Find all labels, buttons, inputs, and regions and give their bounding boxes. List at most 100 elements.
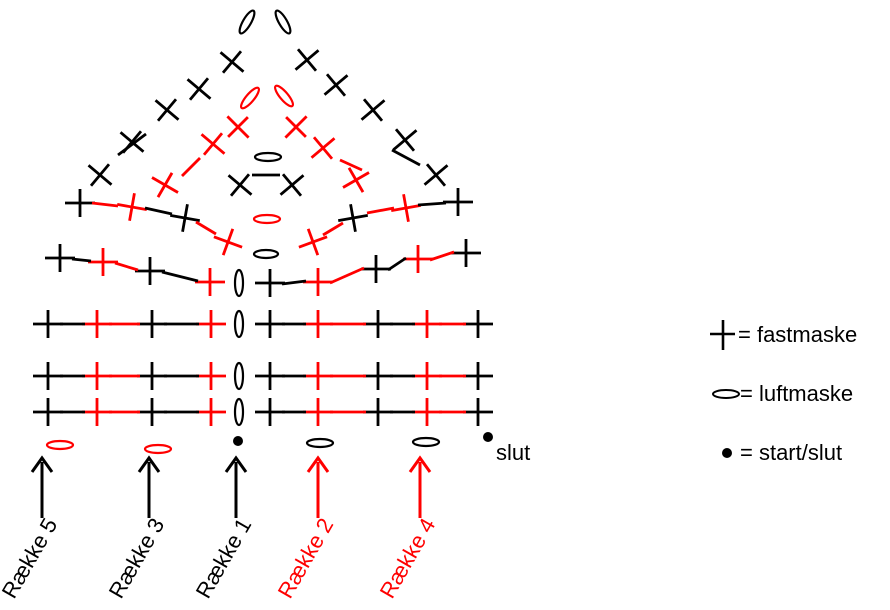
stitch-grid: [33, 9, 493, 427]
row-label: Række 1: [191, 514, 257, 603]
fastmaske-cross: [45, 244, 75, 272]
fastmaske-cross: [451, 239, 481, 267]
fastmaske-cross: [137, 362, 167, 390]
row-label: Række 2: [273, 514, 339, 603]
stitch-link: [366, 206, 395, 215]
row-arrow-1: Række 5: [0, 455, 62, 603]
arrow-head-icon: [306, 455, 330, 473]
fastmaske-cross: [88, 248, 118, 276]
luftmaske-oval: [233, 397, 245, 427]
arrow-head-icon: [224, 455, 248, 473]
fastmaske-cross: [390, 193, 422, 223]
base-chain-oval: [411, 436, 441, 448]
start-dot: [233, 436, 243, 446]
stitch-link: [322, 221, 344, 237]
fastmaske-cross: [342, 167, 370, 193]
fastmaske-cross: [284, 115, 308, 139]
fastmaske-cross: [279, 173, 305, 197]
fastmaske-cross: [303, 310, 333, 338]
base-row: [45, 432, 493, 455]
luftmaske-oval: [253, 151, 283, 163]
fastmaske-cross: [443, 188, 473, 216]
fastmaske-cross: [137, 398, 167, 426]
fastmaske-cross: [196, 362, 226, 390]
fastmaske-cross: [255, 362, 285, 390]
fastmaske-cross: [186, 77, 212, 101]
fastmaske-cross: [363, 398, 393, 426]
legend-fastmaske-label: = fastmaske: [738, 322, 857, 347]
luftmaske-oval: [233, 309, 245, 339]
legend: = fastmaske = luftmaske = start/slut: [710, 320, 857, 465]
fastmaske-cross: [361, 255, 391, 283]
fastmaske-cross: [116, 192, 148, 222]
legend-start-slut-label: = start/slut: [740, 440, 842, 465]
arrow-head-icon: [30, 455, 54, 473]
stitch-link: [71, 257, 92, 263]
stitch-link: [161, 270, 199, 283]
legend-oval-icon: [712, 389, 740, 399]
fastmaske-cross: [392, 128, 418, 152]
fastmaske-cross: [137, 310, 167, 338]
stitch-link: [329, 266, 365, 285]
fastmaske-cross: [135, 257, 165, 285]
stitch-link: [114, 261, 139, 272]
stitch-link: [391, 148, 421, 167]
stitch-link: [195, 220, 217, 236]
fastmaske-cross: [169, 203, 201, 233]
stitch-link: [417, 201, 447, 207]
fastmaske-cross: [82, 310, 112, 338]
fastmaske-cross: [219, 50, 245, 74]
base-chain-oval: [143, 443, 173, 455]
stitch-link: [181, 157, 201, 177]
fastmaske-cross: [87, 163, 113, 187]
arrow-head-icon: [408, 455, 432, 473]
fastmaske-cross: [195, 268, 225, 296]
legend-dot-icon: [722, 448, 732, 458]
fastmaske-cross: [412, 362, 442, 390]
fastmaske-cross: [310, 136, 336, 160]
fastmaske-cross: [463, 362, 493, 390]
fastmaske-cross: [151, 172, 179, 198]
fastmaske-cross: [298, 228, 328, 256]
fastmaske-cross: [33, 362, 63, 390]
fastmaske-cross: [196, 398, 226, 426]
fastmaske-cross: [255, 269, 285, 297]
fastmaske-cross: [403, 245, 433, 273]
row-label: Række 4: [375, 514, 441, 603]
luftmaske-oval: [233, 268, 245, 298]
fastmaske-cross: [227, 173, 253, 197]
luftmaske-oval: [273, 84, 295, 108]
stitch-link: [281, 279, 307, 286]
stitch-link: [387, 256, 407, 272]
fastmaske-cross: [196, 310, 226, 338]
row-arrows: Række 5 Række 3 Række 1 Række 2 Række 4: [0, 455, 441, 603]
fastmaske-cross: [82, 398, 112, 426]
fastmaske-cross: [65, 189, 95, 217]
stitch-link: [91, 201, 119, 208]
luftmaske-oval: [252, 213, 282, 225]
fastmaske-cross: [303, 362, 333, 390]
stitch-link: [339, 158, 363, 172]
fastmaske-cross: [323, 73, 349, 97]
fastmaske-cross: [82, 362, 112, 390]
fastmaske-cross: [294, 48, 320, 72]
fastmaske-cross: [363, 362, 393, 390]
arrow-head-icon: [137, 455, 161, 473]
luftmaske-oval: [239, 86, 261, 110]
fastmaske-cross: [226, 115, 250, 139]
fastmaske-cross: [255, 398, 285, 426]
fastmaske-cross: [423, 163, 449, 187]
stitch-link: [429, 250, 455, 262]
fastmaske-cross: [463, 310, 493, 338]
fastmaske-cross: [337, 203, 369, 233]
fastmaske-cross: [200, 132, 226, 156]
legend-luftmaske-label: = luftmaske: [740, 381, 853, 406]
fastmaske-cross: [412, 398, 442, 426]
row-label: Række 3: [104, 514, 170, 603]
fastmaske-cross: [360, 98, 386, 122]
luftmaske-oval: [233, 361, 245, 391]
fastmaske-cross: [363, 310, 393, 338]
fastmaske-cross: [463, 398, 493, 426]
fastmaske-cross: [303, 398, 333, 426]
